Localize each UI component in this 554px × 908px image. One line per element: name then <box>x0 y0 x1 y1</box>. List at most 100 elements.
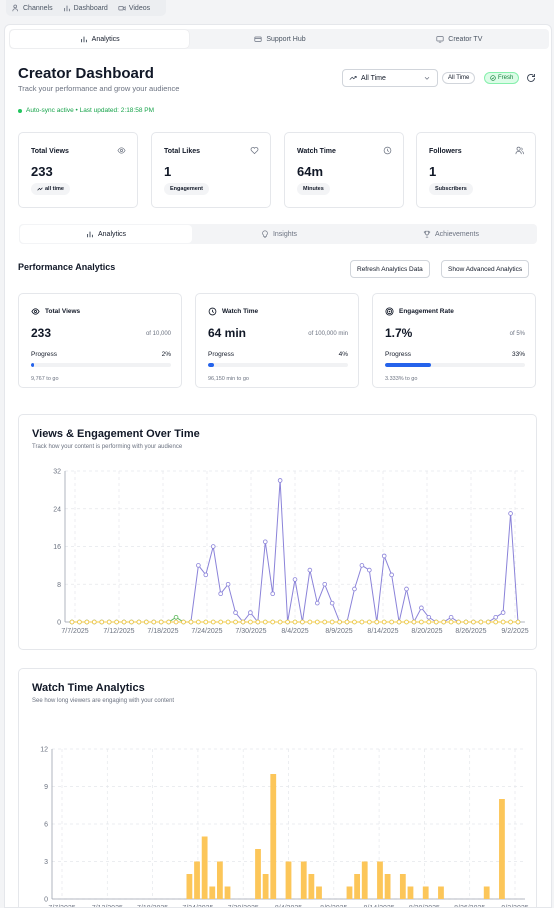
refresh-icon[interactable] <box>526 73 536 83</box>
data-point <box>173 614 179 620</box>
data-point <box>248 610 253 615</box>
y-tick-label: 0 <box>44 897 48 904</box>
watch-time-chart-card: Watch Time Analytics See how long viewer… <box>18 668 537 908</box>
stat-badge-label: all time <box>45 186 64 192</box>
metric-label: Total Views <box>45 308 81 315</box>
progress-label: Progress <box>208 351 235 358</box>
x-tick-label: 8/9/2025 <box>325 628 352 635</box>
tab-creator-tv[interactable]: Creator TV <box>370 29 549 49</box>
data-point <box>404 586 409 592</box>
data-point <box>307 567 313 573</box>
data-point <box>181 619 186 625</box>
bar <box>399 874 406 899</box>
data-point <box>69 619 75 625</box>
metric-target: of 10,000 <box>145 331 171 337</box>
data-point <box>158 619 164 625</box>
data-point <box>210 619 216 625</box>
bar <box>186 874 193 899</box>
data-point <box>478 619 484 625</box>
time-range-select[interactable]: All Time <box>342 69 438 87</box>
nav-dashboard-label: Dashboard <box>73 4 108 12</box>
x-tick-label: 7/30/2025 <box>228 905 259 908</box>
metric-header: Watch Time <box>208 307 258 316</box>
users-icon <box>515 146 524 155</box>
bar <box>285 861 292 899</box>
tab-analytics[interactable]: Analytics <box>10 30 190 48</box>
x-tick-label: 7/7/2025 <box>48 905 75 908</box>
chart-title: Watch Time Analytics <box>32 682 145 694</box>
metric-value: 1.7% <box>385 326 413 340</box>
stat-label: Followers <box>429 148 462 155</box>
data-point <box>92 619 97 625</box>
chevron-down-icon <box>424 76 430 80</box>
stat-card-followers: Followers 1 Subscribers <box>416 132 536 208</box>
data-point <box>374 619 380 625</box>
data-point <box>441 619 446 625</box>
subtab-analytics-label: Analytics <box>97 230 126 238</box>
data-point <box>99 619 105 625</box>
progress-bar <box>31 363 171 367</box>
x-tick-label: 7/30/2025 <box>235 628 266 635</box>
subtab-insights[interactable]: Insights <box>193 224 365 244</box>
refresh-analytics-button[interactable]: Refresh Analytics Data <box>350 260 430 278</box>
data-point <box>203 572 209 578</box>
views-engagement-chart: 0 8 16 24 32 7/7/2025 7/12/2025 7/18/2025 7/24/2… <box>53 469 529 636</box>
nav-dashboard[interactable]: Dashboard <box>63 4 108 12</box>
data-point <box>404 619 409 625</box>
chart-title: Views & Engagement Over Time <box>32 428 200 440</box>
data-point <box>292 577 298 582</box>
data-point <box>151 619 157 625</box>
data-point <box>329 600 335 606</box>
clock-icon <box>383 146 392 155</box>
stat-label: Total Likes <box>164 148 201 155</box>
stat-badge: Minutes <box>297 183 330 195</box>
data-point <box>188 619 194 625</box>
watch-time-chart: 0 3 6 9 12 7/7/2025 7/12/2025 7/18/2025 7/24/202… <box>40 747 529 908</box>
data-point <box>419 605 424 611</box>
x-tick-label: 8/14/2025 <box>364 905 395 908</box>
bar <box>354 874 361 899</box>
progress-percent: 4% <box>338 351 348 358</box>
nav-videos[interactable]: Videos <box>118 4 150 12</box>
nav-channels[interactable]: Channels <box>12 4 53 12</box>
data-point <box>248 619 253 625</box>
stat-label: Watch Time <box>297 148 336 155</box>
subtab-achievements[interactable]: Achievements <box>365 224 537 244</box>
chart-subtitle: Track how your content is performing wit… <box>32 444 183 450</box>
subtab-achievements-label: Achievements <box>435 230 479 238</box>
time-range-value: All Time <box>361 74 386 82</box>
progress-label: Progress <box>31 351 58 358</box>
eye-icon <box>31 308 40 315</box>
data-point <box>448 614 454 620</box>
data-point <box>285 619 290 625</box>
data-point <box>240 619 246 625</box>
range-badge: All Time <box>442 72 476 84</box>
trending-up-icon <box>349 76 357 80</box>
data-point <box>106 619 112 625</box>
subtab-insights-label: Insights <box>272 230 298 238</box>
stat-badge-label: Engagement <box>170 186 204 192</box>
bar <box>316 886 322 899</box>
data-point <box>129 619 134 625</box>
data-point <box>411 619 417 625</box>
tv-icon <box>436 36 444 43</box>
subtab-analytics[interactable]: Analytics <box>20 225 192 243</box>
fresh-badge-label: Fresh <box>498 75 514 81</box>
data-point <box>233 619 238 625</box>
stat-badge: all time <box>31 183 70 195</box>
bar-chart-icon <box>87 231 93 238</box>
advanced-analytics-button[interactable]: Show Advanced Analytics <box>441 260 530 278</box>
range-badge-label: All Time <box>448 75 470 81</box>
data-point <box>329 619 335 625</box>
data-point <box>389 619 394 625</box>
data-point <box>515 619 521 625</box>
bar <box>201 836 208 899</box>
tab-support-hub[interactable]: Support Hub <box>190 29 369 49</box>
video-icon <box>118 6 126 11</box>
page-subtitle: Track your performance and grow your aud… <box>18 84 180 93</box>
progress-percent: 2% <box>161 351 171 358</box>
x-tick-label: 8/26/2025 <box>455 628 486 635</box>
data-point <box>277 478 283 483</box>
data-point <box>196 563 201 568</box>
bar <box>194 861 200 899</box>
